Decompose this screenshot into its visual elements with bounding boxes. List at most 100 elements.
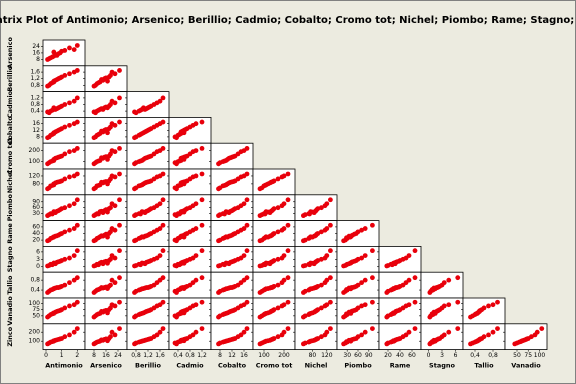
point	[174, 135, 179, 141]
point	[91, 263, 97, 269]
point	[446, 277, 452, 283]
point	[324, 302, 330, 308]
point	[199, 326, 205, 331]
point	[324, 201, 330, 207]
y-tick-label: 0	[36, 263, 40, 270]
point	[117, 95, 122, 101]
row-label: Tallio	[6, 275, 14, 295]
point	[174, 186, 179, 192]
point	[432, 310, 438, 316]
x-tick-label: 40	[396, 352, 404, 359]
x-tick-label: 0,8	[185, 352, 195, 359]
row-label: Nichel	[6, 171, 14, 194]
point	[99, 233, 104, 239]
point	[141, 286, 146, 291]
point	[244, 222, 250, 228]
point	[199, 146, 205, 151]
point	[45, 341, 50, 347]
point	[216, 341, 221, 347]
point	[193, 302, 199, 308]
point	[117, 275, 122, 281]
point	[45, 57, 50, 62]
point	[151, 124, 157, 130]
point	[71, 47, 77, 52]
point	[174, 213, 179, 219]
row-label: Cadmio	[6, 90, 14, 118]
point	[347, 338, 353, 344]
point	[45, 263, 50, 269]
point	[187, 176, 193, 182]
point	[400, 334, 406, 340]
point	[235, 334, 241, 340]
point	[193, 148, 199, 154]
point	[216, 263, 221, 269]
point	[177, 183, 182, 188]
point	[51, 130, 57, 136]
point	[151, 205, 157, 211]
point	[225, 181, 230, 187]
point	[412, 248, 418, 254]
point	[45, 314, 50, 320]
x-tick-label: 0,4	[470, 352, 480, 359]
point	[432, 338, 438, 344]
point	[157, 121, 163, 127]
point	[310, 234, 315, 240]
row-label: Vanadio	[6, 296, 14, 326]
point	[265, 234, 271, 240]
point	[141, 157, 146, 162]
point	[117, 171, 122, 177]
y-tick-label: 0,8	[30, 277, 40, 284]
point	[319, 229, 324, 235]
x-tick-label: 20	[384, 352, 392, 359]
point	[446, 302, 452, 308]
point	[281, 329, 287, 335]
point	[108, 334, 113, 340]
point	[141, 260, 146, 266]
point	[117, 68, 122, 73]
point	[370, 326, 375, 331]
y-tick-label: 0,4	[30, 108, 40, 115]
point	[91, 83, 97, 89]
point	[241, 148, 247, 154]
point	[157, 253, 163, 258]
point	[199, 119, 205, 125]
point	[406, 277, 412, 283]
point	[427, 314, 433, 320]
point	[347, 286, 353, 291]
point	[91, 109, 97, 115]
point	[181, 310, 187, 316]
point	[400, 282, 406, 288]
point	[71, 253, 77, 258]
point	[362, 277, 368, 283]
point	[181, 234, 187, 240]
point	[257, 263, 263, 269]
point	[187, 151, 193, 157]
point	[328, 326, 333, 331]
point	[412, 275, 418, 281]
point	[328, 197, 333, 203]
column-label: Berillio	[135, 362, 161, 370]
point	[301, 213, 306, 219]
point	[216, 238, 221, 244]
point	[275, 334, 281, 340]
point	[225, 234, 230, 240]
point	[157, 201, 163, 207]
point	[241, 329, 247, 335]
point	[67, 122, 72, 128]
point	[45, 238, 50, 244]
row-label: Stagno	[6, 246, 14, 272]
point	[235, 256, 241, 262]
point	[257, 290, 263, 295]
point	[275, 205, 281, 211]
column-label: Piombo	[344, 362, 372, 370]
x-tick-label: 60	[408, 352, 416, 359]
point	[157, 98, 163, 104]
point	[355, 282, 361, 288]
point	[225, 260, 230, 266]
point	[187, 334, 193, 340]
point	[225, 310, 230, 316]
row-label: Cobalto	[6, 116, 14, 145]
point	[99, 77, 104, 82]
point	[301, 263, 306, 269]
